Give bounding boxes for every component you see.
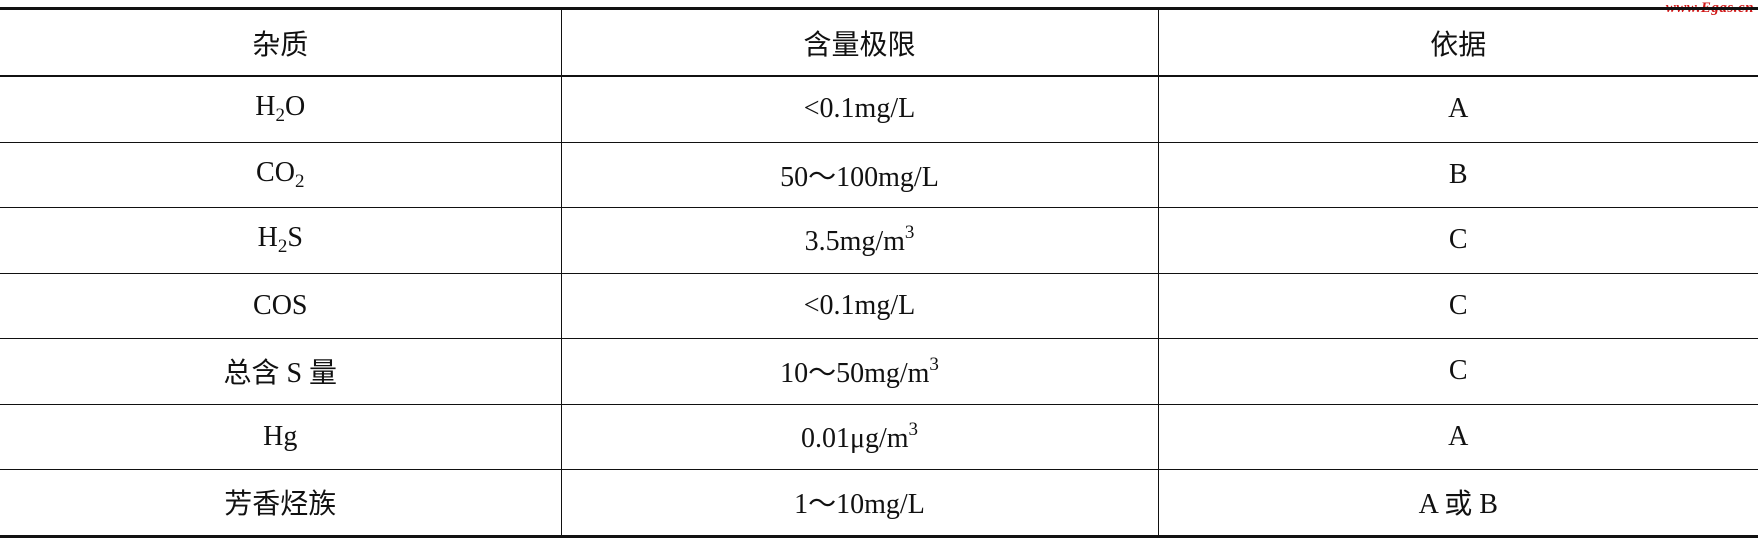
subscript: 2 — [275, 105, 286, 127]
impurity-cell: H2S — [0, 207, 561, 273]
cell-text: COS — [253, 289, 308, 321]
table-header-row: 杂质 含量极限 依据 — [0, 8, 1758, 77]
header-content-limit: 含量极限 — [560, 8, 1158, 77]
superscript: 3 — [908, 418, 919, 440]
basis-cell: C — [1157, 338, 1758, 404]
basis-cell: A 或 B — [1157, 469, 1758, 536]
table-row: H2S 3.5mg/m3 C — [0, 207, 1758, 273]
cell-text: 3.5mg/m — [804, 226, 905, 258]
table-body: H2O <0.1mg/L A CO2 50～100mg/L B H2S 3.5mg/m3 C CO… — [0, 76, 1758, 536]
cell-text: C — [1448, 289, 1468, 321]
table-row: 总含 S 量 10～50mg/m3 C — [0, 338, 1758, 404]
cell-text: C — [1448, 224, 1468, 256]
cell-text: A — [1448, 93, 1469, 125]
cell-text: S — [287, 222, 303, 254]
table-row: H2O <0.1mg/L A — [0, 76, 1758, 142]
impurity-cell: 芳香烃族 — [0, 469, 561, 536]
content-limit-cell: <0.1mg/L — [560, 76, 1158, 142]
content-limit-cell: 0.01μg/m3 — [560, 403, 1158, 470]
impurity-cell: CO2 — [0, 141, 561, 208]
superscript: 3 — [929, 354, 939, 376]
content-limit-cell: 1～10mg/L — [560, 469, 1158, 536]
cell-text: 1～10mg/L — [794, 489, 925, 521]
impurity-cell: Hg — [0, 403, 561, 470]
impurity-cell: H2O — [0, 76, 561, 142]
cell-text: H — [255, 91, 276, 123]
impurity-cell: COS — [0, 272, 561, 339]
cell-text: 0.01μg/m — [800, 422, 909, 454]
basis-cell: A — [1157, 403, 1758, 470]
cell-text: A 或 B — [1418, 489, 1498, 521]
impurity-cell: 总含 S 量 — [0, 338, 561, 404]
subscript: 2 — [277, 236, 288, 258]
table-row: COS <0.1mg/L C — [0, 272, 1758, 339]
cell-text: CO — [256, 156, 295, 188]
content-limit-cell: 3.5mg/m3 — [560, 207, 1158, 273]
cell-text: O — [285, 91, 306, 123]
basis-cell: A — [1157, 76, 1758, 142]
header-impurity: 杂质 — [0, 8, 561, 77]
basis-cell: B — [1157, 141, 1758, 208]
cell-text: 10～50mg/m — [780, 358, 930, 390]
table-row: Hg 0.01μg/m3 A — [0, 403, 1758, 470]
cell-text: 总含 S 量 — [223, 358, 338, 390]
cell-text: <0.1mg/L — [803, 93, 916, 125]
impurity-table: 杂质 含量极限 依据 H2O <0.1mg/L A CO2 50～100mg/L B H2S… — [0, 7, 1758, 538]
cell-text: 芳香烃族 — [224, 489, 337, 521]
cell-text: Hg — [263, 420, 298, 452]
cell-text: A — [1448, 420, 1469, 452]
content-limit-cell: 50～100mg/L — [560, 141, 1158, 208]
content-limit-cell: 10～50mg/m3 — [560, 338, 1158, 404]
cell-text: H — [257, 222, 278, 254]
table-row: CO2 50～100mg/L B — [0, 141, 1758, 208]
superscript: 3 — [904, 222, 915, 244]
basis-cell: C — [1157, 207, 1758, 273]
content-limit-cell: <0.1mg/L — [560, 272, 1158, 339]
table-row: 芳香烃族 1～10mg/L A 或 B — [0, 469, 1758, 536]
subscript: 2 — [294, 170, 305, 192]
cell-text: 50～100mg/L — [780, 161, 939, 193]
cell-text: B — [1448, 158, 1468, 190]
cell-text: <0.1mg/L — [803, 289, 916, 321]
cell-text: C — [1448, 355, 1468, 387]
basis-cell: C — [1157, 272, 1758, 339]
header-basis: 依据 — [1157, 8, 1758, 77]
